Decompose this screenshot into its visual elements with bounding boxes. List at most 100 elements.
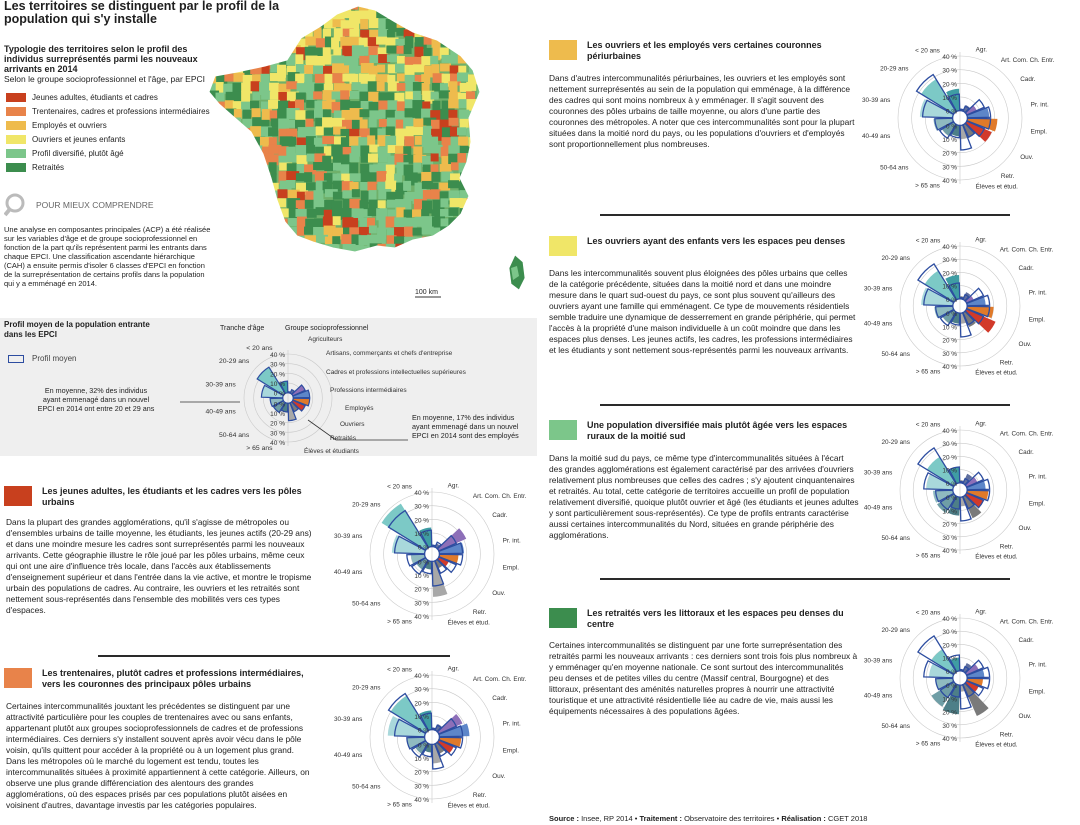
map-region bbox=[268, 173, 277, 186]
map-region bbox=[448, 91, 461, 100]
age-label: 30-39 ans bbox=[862, 97, 890, 104]
map-region bbox=[251, 162, 261, 173]
scale-tick-label: 10 % bbox=[942, 137, 957, 144]
map-region bbox=[440, 198, 449, 208]
age-average-outline bbox=[406, 736, 427, 750]
map-region bbox=[423, 65, 434, 78]
section-color-swatch bbox=[4, 668, 32, 688]
map-region bbox=[279, 218, 288, 231]
map-region bbox=[468, 163, 478, 176]
csp-label: Empl. bbox=[1031, 129, 1048, 136]
map-region bbox=[360, 154, 369, 163]
map-region bbox=[214, 110, 225, 119]
map-region bbox=[241, 90, 251, 103]
map-region bbox=[314, 83, 324, 94]
map-region bbox=[223, 45, 236, 56]
map-region bbox=[431, 144, 443, 157]
map-region bbox=[331, 91, 342, 100]
csp-label: Agriculteurs bbox=[308, 336, 343, 343]
map-region bbox=[476, 46, 480, 57]
map-region bbox=[332, 216, 341, 226]
map-region bbox=[243, 200, 255, 213]
section-divider bbox=[600, 404, 1010, 406]
scale-tick-label: 10 % bbox=[942, 508, 957, 515]
map-region bbox=[386, 173, 398, 184]
age-bar bbox=[951, 312, 960, 324]
map-region bbox=[297, 127, 309, 140]
csp-average-outline bbox=[964, 680, 985, 697]
map-region bbox=[277, 198, 287, 208]
scale-tick-label: 0 % bbox=[946, 123, 957, 130]
map-region bbox=[241, 135, 250, 148]
map-region bbox=[395, 119, 409, 131]
map-region bbox=[278, 118, 290, 131]
scale-tick-label: 0 % bbox=[946, 495, 957, 502]
help-title-row: POUR MIEUX COMPRENDRE bbox=[4, 193, 214, 217]
map-region bbox=[414, 135, 426, 145]
scale-tick-label: 0 % bbox=[946, 683, 957, 690]
map-region bbox=[431, 38, 441, 48]
scale-tick-label: 10 % bbox=[942, 696, 957, 703]
map-region bbox=[296, 225, 305, 238]
map-region bbox=[359, 209, 372, 218]
map-region bbox=[288, 208, 298, 220]
map-region bbox=[349, 101, 361, 110]
map-region bbox=[277, 11, 289, 21]
map-region bbox=[242, 209, 256, 218]
map-region bbox=[286, 171, 300, 181]
csp-bar bbox=[438, 554, 459, 564]
map-region bbox=[295, 27, 304, 38]
map-region bbox=[287, 226, 299, 235]
section-title: Les jeunes adultes, les étudiants et les… bbox=[4, 486, 314, 508]
map-region bbox=[413, 252, 421, 261]
csp-label: Retraités bbox=[330, 435, 357, 442]
map-region bbox=[360, 190, 371, 204]
map-region bbox=[225, 200, 238, 209]
map-region bbox=[349, 173, 363, 182]
age-bar bbox=[950, 657, 960, 672]
map-region bbox=[484, 253, 495, 261]
map-region bbox=[441, 54, 452, 63]
age-bar bbox=[933, 118, 954, 131]
map-region bbox=[466, 36, 475, 48]
map-region bbox=[233, 11, 245, 25]
age-bar bbox=[257, 367, 286, 396]
map-region bbox=[260, 47, 269, 56]
age-label: > 65 ans bbox=[916, 553, 941, 560]
map-region bbox=[259, 243, 269, 252]
map-subtitle: Typologie des territoires selon le profi… bbox=[4, 44, 224, 84]
age-average-outline bbox=[917, 447, 958, 488]
map-region bbox=[378, 100, 390, 112]
age-average-outline bbox=[948, 654, 961, 673]
map-region bbox=[430, 164, 439, 174]
map-region bbox=[395, 145, 407, 154]
map-region bbox=[223, 181, 236, 190]
map-region bbox=[313, 245, 322, 252]
age-average-outline bbox=[393, 535, 427, 555]
map-region bbox=[286, 163, 297, 175]
csp-bar bbox=[965, 492, 984, 508]
scale-tick-label: 10 % bbox=[414, 573, 429, 580]
scale-tick-label: 20 % bbox=[414, 587, 429, 594]
map-region bbox=[215, 82, 224, 95]
age-bar bbox=[281, 402, 288, 412]
map-region bbox=[278, 92, 289, 102]
map-region bbox=[466, 227, 476, 237]
map-region bbox=[484, 73, 496, 85]
csp-bar bbox=[966, 107, 990, 118]
age-label: < 20 ans bbox=[387, 666, 412, 673]
legend-label: Ouvriers et jeunes enfants bbox=[32, 134, 126, 144]
age-average-outline bbox=[949, 123, 961, 139]
map-region bbox=[295, 119, 306, 131]
age-bar bbox=[387, 716, 426, 737]
legend-label: Retraités bbox=[32, 162, 65, 172]
radial-group: 40 %30 %20 %10 %0 %0 %10 %20 %30 %40 %< … bbox=[334, 482, 527, 626]
scale-tick-label: 30 % bbox=[942, 535, 957, 542]
age-label: < 20 ans bbox=[915, 47, 940, 54]
age-bar bbox=[926, 456, 957, 487]
france-map bbox=[208, 5, 526, 298]
map-region bbox=[333, 126, 347, 135]
map-region bbox=[332, 155, 344, 169]
map-region bbox=[395, 189, 404, 200]
map-region bbox=[394, 110, 405, 124]
